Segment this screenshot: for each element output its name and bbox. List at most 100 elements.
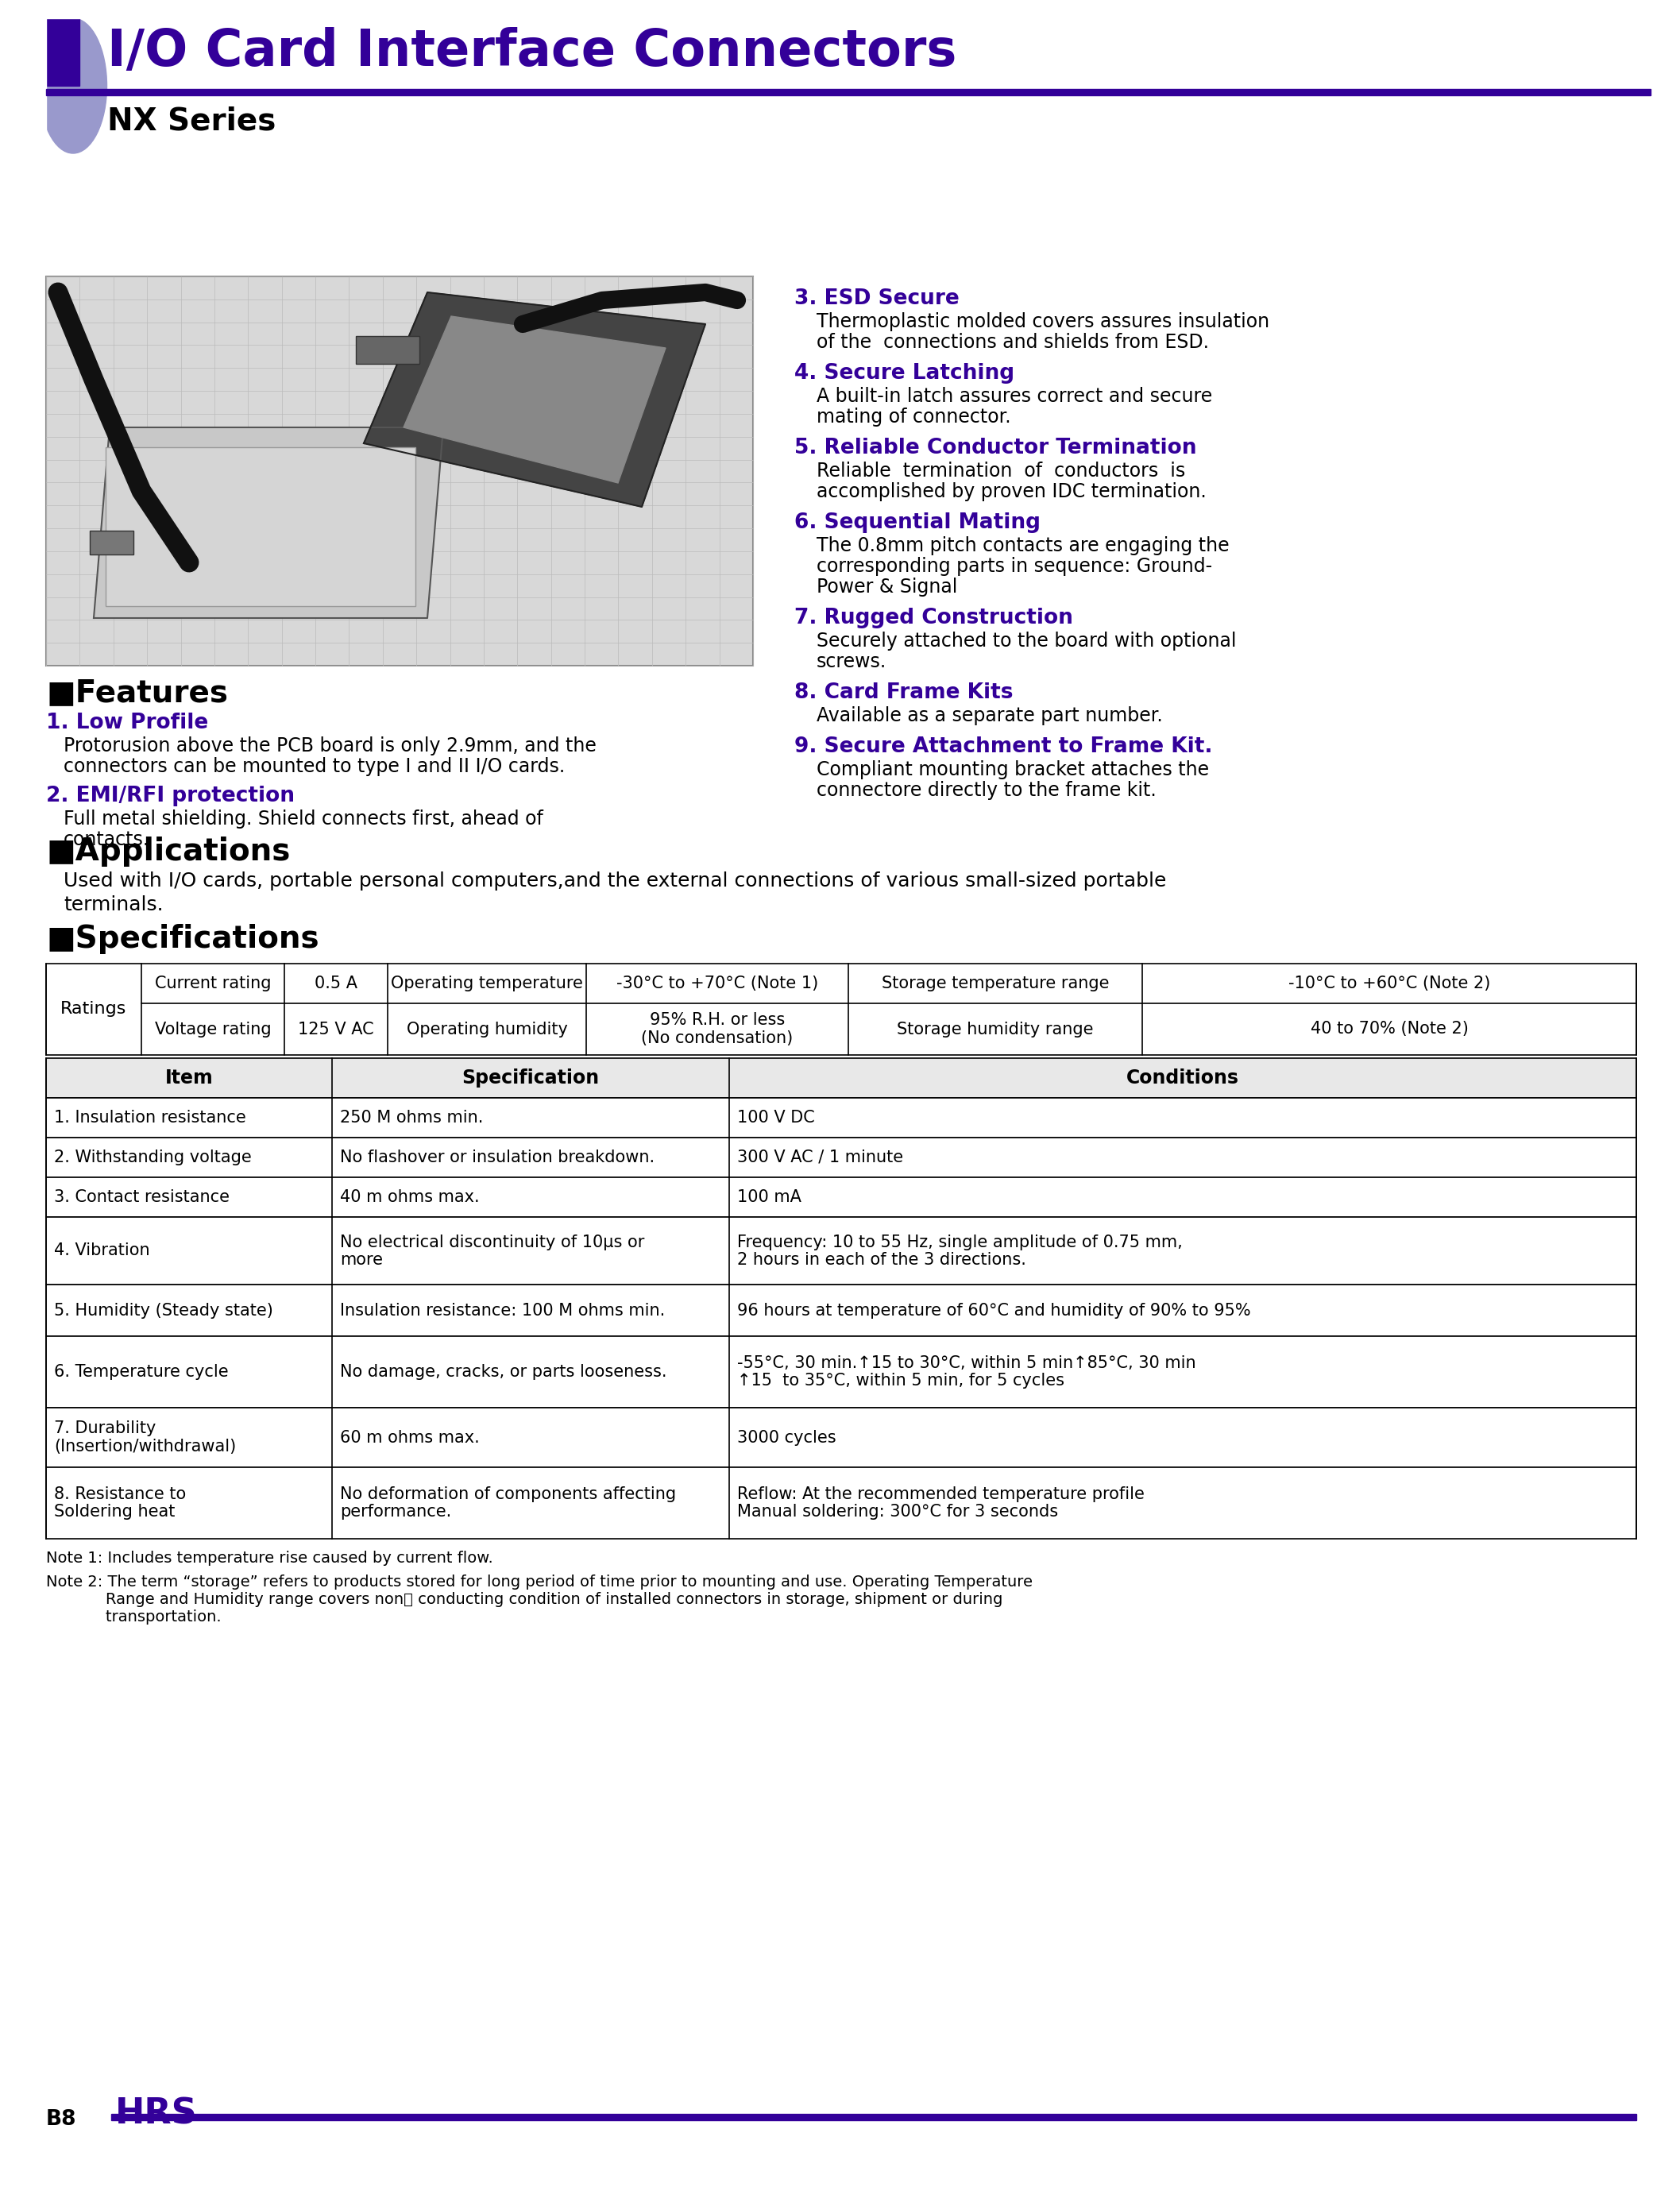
Bar [356, 337, 420, 363]
Text: No deformation of components affecting: No deformation of components affecting [339, 1487, 675, 1502]
Text: ■Specifications: ■Specifications [45, 923, 319, 954]
Text: Operating humidity: Operating humidity [407, 1021, 568, 1037]
Bar [44, 15, 79, 85]
Text: Storage humidity range: Storage humidity range [897, 1021, 1094, 1037]
Text: Current rating: Current rating [155, 975, 270, 991]
Text: Soldering heat: Soldering heat [54, 1505, 175, 1520]
Bar [45, 1467, 1636, 1540]
Text: Full metal shielding. Shield connects first, ahead of: Full metal shielding. Shield connects fi… [64, 809, 543, 829]
Text: No electrical discontinuity of 10μs or: No electrical discontinuity of 10μs or [339, 1233, 645, 1251]
Text: 0.5 A: 0.5 A [314, 975, 358, 991]
Polygon shape [94, 426, 444, 619]
Bar [0, 0, 45, 153]
Text: terminals.: terminals. [64, 894, 163, 914]
Text: 40 to 70% (Note 2): 40 to 70% (Note 2) [1310, 1021, 1468, 1037]
Text: A built-in latch assures correct and secure: A built-in latch assures correct and sec… [816, 387, 1213, 407]
Text: 6. Temperature cycle: 6. Temperature cycle [54, 1365, 228, 1380]
Text: HRS: HRS [116, 2097, 198, 2132]
Text: Protorusion above the PCB board is only 2.9mm, and the: Protorusion above the PCB board is only … [64, 737, 596, 755]
Text: more: more [339, 1251, 383, 1268]
Text: 2. EMI/RFI protection: 2. EMI/RFI protection [45, 785, 294, 807]
Bar [89, 531, 133, 555]
Bar [45, 1336, 1636, 1408]
Text: performance.: performance. [339, 1505, 452, 1520]
Text: accomplished by proven IDC termination.: accomplished by proven IDC termination. [816, 481, 1206, 501]
Text: The 0.8mm pitch contacts are engaging the: The 0.8mm pitch contacts are engaging th… [816, 536, 1230, 555]
Text: mating of connector.: mating of connector. [816, 407, 1011, 426]
Ellipse shape [39, 17, 108, 153]
Text: screws.: screws. [816, 652, 887, 671]
Text: 5. Humidity (Steady state): 5. Humidity (Steady state) [54, 1303, 274, 1319]
Text: 95% R.H. or less
(No condensation): 95% R.H. or less (No condensation) [642, 1013, 793, 1045]
Text: NX Series: NX Series [108, 107, 276, 136]
Bar [45, 1137, 1636, 1177]
Text: 4. Vibration: 4. Vibration [54, 1242, 150, 1260]
Text: Voltage rating: Voltage rating [155, 1021, 270, 1037]
Text: ■Features: ■Features [45, 678, 228, 709]
Text: 2. Withstanding voltage: 2. Withstanding voltage [54, 1150, 252, 1166]
Text: Used with I/O cards, portable personal computers,and the external connections of: Used with I/O cards, portable personal c… [64, 870, 1166, 890]
Text: -55°C, 30 min.↑15 to 30°C, within 5 min↑85°C, 30 min: -55°C, 30 min.↑15 to 30°C, within 5 min↑… [738, 1356, 1196, 1371]
Text: 96 hours at temperature of 60°C and humidity of 90% to 95%: 96 hours at temperature of 60°C and humi… [738, 1303, 1252, 1319]
Text: Manual soldering: 300°C for 3 seconds: Manual soldering: 300°C for 3 seconds [738, 1505, 1058, 1520]
Text: (Insertion/withdrawal): (Insertion/withdrawal) [54, 1439, 237, 1454]
Text: 300 V AC / 1 minute: 300 V AC / 1 minute [738, 1150, 904, 1166]
Text: Compliant mounting bracket attaches the: Compliant mounting bracket attaches the [816, 761, 1210, 779]
Bar [45, 90, 1651, 96]
Bar [45, 1408, 1636, 1467]
Text: 1. Insulation resistance: 1. Insulation resistance [54, 1109, 245, 1126]
Text: of the  connections and shields from ESD.: of the connections and shields from ESD. [816, 332, 1210, 352]
Text: Power & Signal: Power & Signal [816, 577, 958, 597]
Text: Note 2: The term “storage” refers to products stored for long period of time pri: Note 2: The term “storage” refers to pro… [45, 1575, 1033, 1625]
Text: No damage, cracks, or parts looseness.: No damage, cracks, or parts looseness. [339, 1365, 667, 1380]
Text: Thermoplastic molded covers assures insulation: Thermoplastic molded covers assures insu… [816, 313, 1270, 330]
Polygon shape [365, 293, 706, 507]
Text: Reflow: At the recommended temperature profile: Reflow: At the recommended temperature p… [738, 1487, 1144, 1502]
Bar [45, 276, 753, 665]
Text: 3000 cycles: 3000 cycles [738, 1430, 837, 1446]
Text: connectore directly to the frame kit.: connectore directly to the frame kit. [816, 781, 1156, 800]
Text: Reliable  termination  of  conductors  is: Reliable termination of conductors is [816, 461, 1186, 481]
Text: Ratings: Ratings [60, 1002, 128, 1017]
Text: contacts.: contacts. [64, 831, 150, 849]
Bar [0, 0, 1680, 17]
Bar [45, 1177, 1636, 1216]
Text: 40 m ohms max.: 40 m ohms max. [339, 1190, 479, 1205]
Text: Specification: Specification [462, 1069, 600, 1087]
Text: I/O Card Interface Connectors: I/O Card Interface Connectors [108, 26, 956, 77]
Text: 8. Resistance to: 8. Resistance to [54, 1487, 186, 1502]
Text: Frequency: 10 to 55 Hz, single amplitude of 0.75 mm,: Frequency: 10 to 55 Hz, single amplitude… [738, 1233, 1183, 1251]
Text: Note 1: Includes temperature rise caused by current flow.: Note 1: Includes temperature rise caused… [45, 1551, 492, 1566]
Text: 250 M ohms min.: 250 M ohms min. [339, 1109, 484, 1126]
Text: Conditions: Conditions [1126, 1069, 1240, 1087]
Text: 100 V DC: 100 V DC [738, 1109, 815, 1126]
Text: Storage temperature range: Storage temperature range [882, 975, 1109, 991]
Text: Available as a separate part number.: Available as a separate part number. [816, 706, 1163, 726]
Text: 4. Secure Latching: 4. Secure Latching [795, 363, 1015, 383]
Bar [45, 1059, 1636, 1098]
Text: Operating temperature: Operating temperature [391, 975, 583, 991]
Text: connectors can be mounted to type I and II I/O cards.: connectors can be mounted to type I and … [64, 757, 564, 776]
Text: 1. Low Profile: 1. Low Profile [45, 713, 208, 733]
Text: Insulation resistance: 100 M ohms min.: Insulation resistance: 100 M ohms min. [339, 1303, 665, 1319]
Bar [111, 2115, 1636, 2119]
Bar [45, 1098, 1636, 1137]
Text: 100 mA: 100 mA [738, 1190, 801, 1205]
Text: 3. Contact resistance: 3. Contact resistance [54, 1190, 230, 1205]
Text: 8. Card Frame Kits: 8. Card Frame Kits [795, 682, 1013, 702]
Text: ↑15  to 35°C, within 5 min, for 5 cycles: ↑15 to 35°C, within 5 min, for 5 cycles [738, 1373, 1065, 1389]
Text: 60 m ohms max.: 60 m ohms max. [339, 1430, 479, 1446]
Bar [106, 448, 415, 606]
Polygon shape [403, 317, 665, 483]
Text: corresponding parts in sequence: Ground-: corresponding parts in sequence: Ground- [816, 558, 1213, 575]
Text: 9. Secure Attachment to Frame Kit.: 9. Secure Attachment to Frame Kit. [795, 737, 1213, 757]
Bar [45, 1216, 1636, 1284]
Text: 2 hours in each of the 3 directions.: 2 hours in each of the 3 directions. [738, 1251, 1026, 1268]
Text: 125 V AC: 125 V AC [297, 1021, 375, 1037]
Text: -10°C to +60°C (Note 2): -10°C to +60°C (Note 2) [1289, 975, 1490, 991]
Text: B8: B8 [45, 2108, 77, 2130]
Text: 7. Durability: 7. Durability [54, 1422, 156, 1437]
Text: Securely attached to the board with optional: Securely attached to the board with opti… [816, 632, 1236, 650]
Text: ■Applications: ■Applications [45, 835, 291, 866]
Text: 5. Reliable Conductor Termination: 5. Reliable Conductor Termination [795, 437, 1196, 459]
